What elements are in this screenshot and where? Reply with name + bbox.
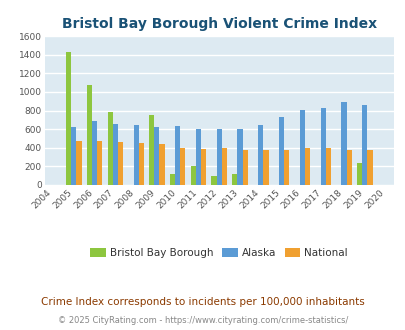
Bar xyxy=(232,174,237,185)
Text: © 2025 CityRating.com - https://www.cityrating.com/crime-statistics/: © 2025 CityRating.com - https://www.city… xyxy=(58,316,347,325)
Text: Crime Index corresponds to incidents per 100,000 inhabitants: Crime Index corresponds to incidents per… xyxy=(41,297,364,307)
Bar xyxy=(159,145,164,185)
Bar xyxy=(263,150,268,185)
Bar xyxy=(341,102,346,185)
Bar xyxy=(92,121,97,185)
Bar xyxy=(180,148,185,185)
Title: Bristol Bay Borough Violent Crime Index: Bristol Bay Borough Violent Crime Index xyxy=(62,17,376,31)
Bar xyxy=(66,51,71,185)
Bar xyxy=(200,149,206,185)
Bar xyxy=(367,149,372,185)
Bar xyxy=(299,110,304,185)
Bar xyxy=(320,108,325,185)
Bar xyxy=(211,177,216,185)
Bar xyxy=(346,149,351,185)
Bar xyxy=(278,116,284,185)
Bar xyxy=(175,126,180,185)
Bar xyxy=(97,141,102,185)
Bar xyxy=(258,125,263,185)
Bar xyxy=(361,105,367,185)
Bar xyxy=(242,150,247,185)
Bar xyxy=(304,148,309,185)
Bar xyxy=(237,129,242,185)
Bar xyxy=(221,148,226,185)
Bar xyxy=(284,149,289,185)
Bar xyxy=(139,143,143,185)
Legend: Bristol Bay Borough, Alaska, National: Bristol Bay Borough, Alaska, National xyxy=(86,244,351,262)
Bar xyxy=(169,174,175,185)
Bar xyxy=(76,141,81,185)
Bar xyxy=(71,127,76,185)
Bar xyxy=(325,148,330,185)
Bar xyxy=(356,163,361,185)
Bar xyxy=(113,124,117,185)
Bar xyxy=(190,166,195,185)
Bar xyxy=(149,115,154,185)
Bar xyxy=(107,112,113,185)
Bar xyxy=(195,129,200,185)
Bar xyxy=(216,129,221,185)
Bar xyxy=(117,142,123,185)
Bar xyxy=(154,127,159,185)
Bar xyxy=(133,125,139,185)
Bar xyxy=(87,85,92,185)
